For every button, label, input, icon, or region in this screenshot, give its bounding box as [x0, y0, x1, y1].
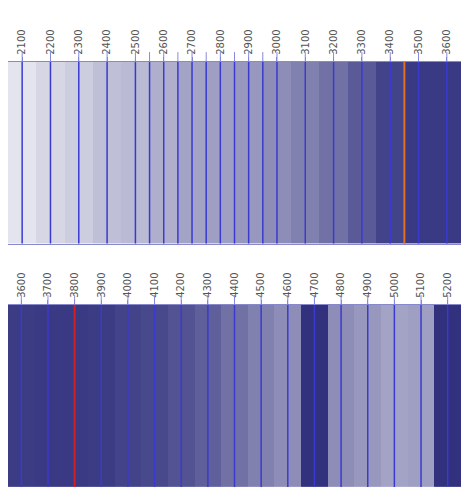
svg-text:3600: 3600: [16, 272, 27, 297]
svg-text:3300: 3300: [356, 29, 367, 54]
svg-text:3900: 3900: [96, 272, 107, 297]
svg-text:3000: 3000: [271, 29, 282, 54]
svg-text:2700: 2700: [186, 29, 197, 54]
svg-text:4400: 4400: [229, 272, 240, 297]
svg-text:2100: 2100: [16, 29, 27, 54]
svg-text:2500: 2500: [130, 29, 141, 54]
svg-text:4700: 4700: [309, 272, 320, 297]
svg-text:2300: 2300: [73, 29, 84, 54]
svg-text:4100: 4100: [149, 272, 160, 297]
svg-text:3600: 3600: [441, 29, 452, 54]
svg-text:4500: 4500: [255, 272, 266, 297]
svg-text:3700: 3700: [42, 272, 53, 297]
svg-text:2800: 2800: [215, 29, 226, 54]
svg-text:4300: 4300: [202, 272, 213, 297]
svg-text:5100: 5100: [415, 272, 426, 297]
svg-text:3200: 3200: [328, 29, 339, 54]
svg-text:3500: 3500: [413, 29, 424, 54]
svg-text:4800: 4800: [335, 272, 346, 297]
svg-text:4600: 4600: [282, 272, 293, 297]
svg-text:2200: 2200: [45, 29, 56, 54]
svg-text:2900: 2900: [243, 29, 254, 54]
svg-text:4200: 4200: [175, 272, 186, 297]
svg-text:5200: 5200: [442, 272, 453, 297]
svg-text:3800: 3800: [69, 272, 80, 297]
svg-text:2400: 2400: [101, 29, 112, 54]
svg-text:3100: 3100: [300, 29, 311, 54]
svg-text:2600: 2600: [158, 29, 169, 54]
svg-text:4900: 4900: [362, 272, 373, 297]
svg-text:4000: 4000: [122, 272, 133, 297]
svg-text:5000: 5000: [389, 272, 400, 297]
svg-text:3400: 3400: [384, 29, 395, 54]
